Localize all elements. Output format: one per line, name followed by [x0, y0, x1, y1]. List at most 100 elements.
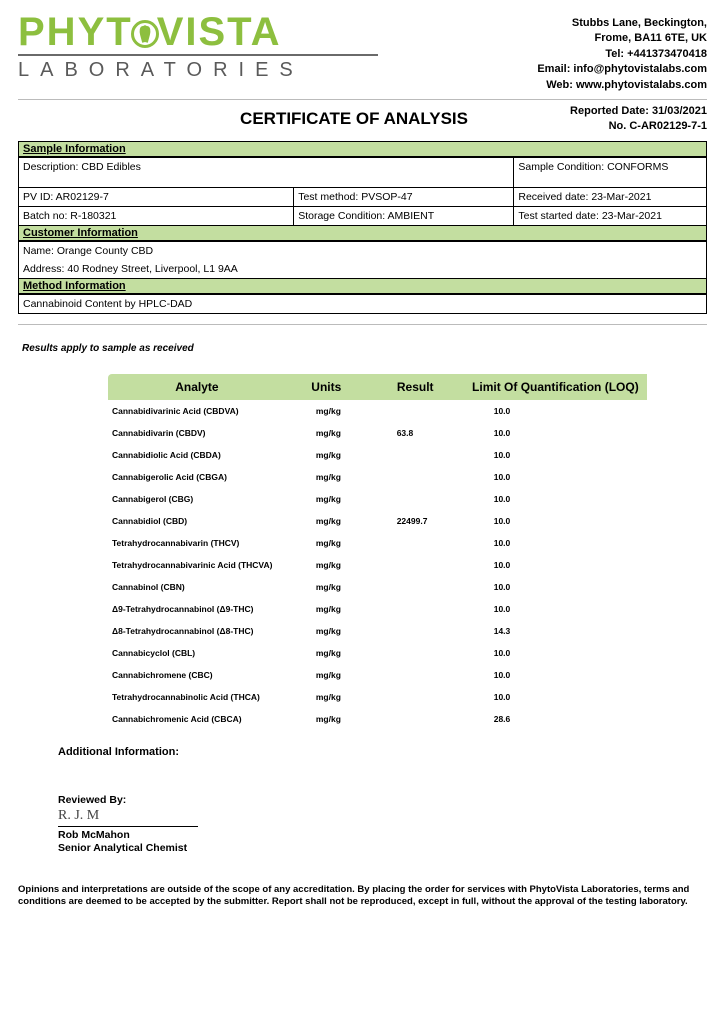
table-row: Cannabigerol (CBG)mg/kg10.0: [108, 488, 647, 510]
loq-cell: 10.0: [464, 466, 647, 488]
analyte-cell: Cannabicyclol (CBL): [108, 642, 286, 664]
pv-id: PV ID: AR02129-7: [19, 187, 294, 206]
units-cell: mg/kg: [286, 466, 367, 488]
analyte-cell: Tetrahydrocannabivarin (THCV): [108, 532, 286, 554]
received-date: Received date: 23-Mar-2021: [514, 187, 707, 206]
sample-table: Description: CBD Edibles Sample Conditio…: [18, 157, 707, 226]
report-number: No. C-AR02129-7-1: [570, 119, 707, 134]
additional-info-label: Additional Information:: [58, 746, 707, 758]
address-line2: Frome, BA11 6TE, UK: [537, 31, 707, 46]
test-started: Test started date: 23-Mar-2021: [514, 206, 707, 225]
logo-text-right: VISTA: [157, 10, 282, 54]
units-cell: mg/kg: [286, 400, 367, 422]
result-cell: [367, 466, 464, 488]
units-cell: mg/kg: [286, 576, 367, 598]
header: PHYT VISTA LABORATORIES Stubbs Lane, Beck…: [18, 12, 707, 93]
customer-address: Address: 40 Rodney Street, Liverpool, L1…: [19, 260, 707, 279]
loq-cell: 10.0: [464, 686, 647, 708]
logo-sub: LABORATORIES: [18, 59, 378, 82]
contact-block: Stubbs Lane, Beckington, Frome, BA11 6TE…: [537, 12, 707, 93]
units-cell: mg/kg: [286, 598, 367, 620]
title-row: CERTIFICATE OF ANALYSIS Reported Date: 3…: [18, 104, 707, 135]
table-row: Tetrahydrocannabivarinic Acid (THCVA)mg/…: [108, 554, 647, 576]
result-cell: 22499.7: [367, 510, 464, 532]
reported-date: Reported Date: 31/03/2021: [570, 104, 707, 119]
analyte-cell: Cannabigerolic Acid (CBGA): [108, 466, 286, 488]
table-row: Cannabigerolic Acid (CBGA)mg/kg 10.0: [108, 466, 647, 488]
analyte-cell: Cannabidivarinic Acid (CBDVA): [108, 400, 286, 422]
units-cell: mg/kg: [286, 686, 367, 708]
storage-condition: Storage Condition: AMBIENT: [294, 206, 514, 225]
loq-cell: 14.3: [464, 620, 647, 642]
loq-cell: 10.0: [464, 532, 647, 554]
reviewed-by-label: Reviewed By:: [58, 794, 707, 806]
table-row: Δ8-Tetrahydrocannabinol (Δ8-THC)mg/kg 14.…: [108, 620, 647, 642]
col-loq: Limit Of Quantification (LOQ): [464, 374, 647, 400]
logo-main: PHYT VISTA: [18, 12, 378, 52]
sample-condition: Sample Condition: CONFORMS: [514, 157, 707, 187]
analyte-cell: Δ8-Tetrahydrocannabinol (Δ8-THC): [108, 620, 286, 642]
section-method-info: Method Information: [18, 278, 707, 294]
section-customer-info: Customer Information: [18, 225, 707, 241]
table-row: Cannabichromene (CBC)mg/kg10.0: [108, 664, 647, 686]
email: Email: info@phytovistalabs.com: [537, 62, 707, 77]
method-text: Cannabinoid Content by HPLC-DAD: [19, 294, 707, 313]
loq-cell: 10.0: [464, 488, 647, 510]
loq-cell: 10.0: [464, 444, 647, 466]
units-cell: mg/kg: [286, 664, 367, 686]
result-cell: [367, 554, 464, 576]
table-row: Δ9-Tetrahydrocannabinol (Δ9-THC)mg/kg 10.…: [108, 598, 647, 620]
loq-cell: 10.0: [464, 642, 647, 664]
leaf-icon: [131, 20, 159, 48]
report-title: CERTIFICATE OF ANALYSIS: [18, 109, 570, 129]
result-cell: [367, 708, 464, 730]
loq-cell: 10.0: [464, 400, 647, 422]
results-note: Results apply to sample as received: [22, 343, 707, 354]
logo-sub-wrap: LABORATORIES: [18, 54, 378, 82]
table-row: Cannabidivarin (CBDV)mg/kg63.810.0: [108, 422, 647, 444]
analyte-cell: Cannabichromenic Acid (CBCA): [108, 708, 286, 730]
analyte-cell: Cannabidivarin (CBDV): [108, 422, 286, 444]
loq-cell: 28.6: [464, 708, 647, 730]
loq-cell: 10.0: [464, 598, 647, 620]
report-meta: Reported Date: 31/03/2021 No. C-AR02129-…: [570, 104, 707, 135]
analyte-cell: Cannabidiolic Acid (CBDA): [108, 444, 286, 466]
reviewer-block: Rob McMahon Senior Analytical Chemist: [58, 829, 707, 856]
result-cell: [367, 532, 464, 554]
loq-cell: 10.0: [464, 554, 647, 576]
units-cell: mg/kg: [286, 642, 367, 664]
table-row: Cannabidivarinic Acid (CBDVA)mg/kg 10.0: [108, 400, 647, 422]
divider: [18, 99, 707, 100]
loq-cell: 10.0: [464, 422, 647, 444]
sample-description: Description: CBD Edibles: [19, 157, 514, 187]
tel: Tel: +441373470418: [537, 47, 707, 62]
test-method: Test method: PVSOP-47: [294, 187, 514, 206]
table-row: Cannabidiol (CBD)mg/kg22499.710.0: [108, 510, 647, 532]
customer-name: Name: Orange County CBD: [19, 241, 707, 260]
result-cell: [367, 576, 464, 598]
units-cell: mg/kg: [286, 488, 367, 510]
units-cell: mg/kg: [286, 510, 367, 532]
method-table: Cannabinoid Content by HPLC-DAD: [18, 294, 707, 314]
table-row: Cannabichromenic Acid (CBCA)mg/kg28.6: [108, 708, 647, 730]
col-result: Result: [367, 374, 464, 400]
analyte-cell: Δ9-Tetrahydrocannabinol (Δ9-THC): [108, 598, 286, 620]
loq-cell: 10.0: [464, 510, 647, 532]
units-cell: mg/kg: [286, 532, 367, 554]
divider: [18, 324, 707, 325]
result-cell: [367, 686, 464, 708]
table-row: Tetrahydrocannabivarin (THCV)mg/kg 10.0: [108, 532, 647, 554]
result-cell: [367, 444, 464, 466]
analyte-cell: Cannabichromene (CBC): [108, 664, 286, 686]
loq-cell: 10.0: [464, 576, 647, 598]
logo-divider: [18, 54, 378, 56]
units-cell: mg/kg: [286, 554, 367, 576]
logo-text-left: PHYT: [18, 10, 133, 54]
logo: PHYT VISTA LABORATORIES: [18, 12, 378, 82]
disclaimer: Opinions and interpretations are outside…: [18, 884, 707, 909]
signature: R. J. M: [58, 808, 198, 827]
analyte-cell: Tetrahydrocannabinolic Acid (THCA): [108, 686, 286, 708]
units-cell: mg/kg: [286, 620, 367, 642]
result-cell: [367, 598, 464, 620]
table-row: Cannabidiolic Acid (CBDA)mg/kg10.0: [108, 444, 647, 466]
